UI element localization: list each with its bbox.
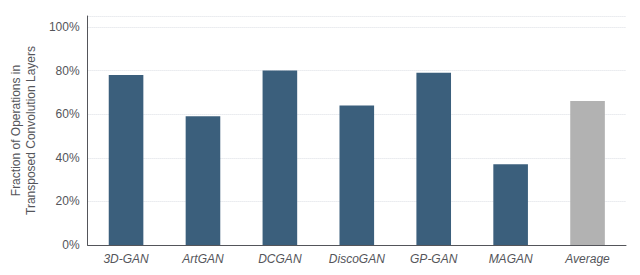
svg-text:20%: 20% bbox=[56, 194, 80, 208]
svg-text:40%: 40% bbox=[56, 151, 80, 165]
svg-text:MAGAN: MAGAN bbox=[489, 252, 533, 266]
svg-text:Fraction of Operations in: Fraction of Operations in bbox=[9, 65, 23, 196]
svg-text:GP-GAN: GP-GAN bbox=[410, 252, 458, 266]
svg-text:60%: 60% bbox=[56, 107, 80, 121]
svg-text:100%: 100% bbox=[49, 20, 80, 34]
svg-text:Average: Average bbox=[564, 252, 610, 266]
svg-text:DiscoGAN: DiscoGAN bbox=[329, 252, 385, 266]
svg-text:3D-GAN: 3D-GAN bbox=[103, 252, 149, 266]
svg-text:DCGAN: DCGAN bbox=[258, 252, 302, 266]
svg-text:80%: 80% bbox=[56, 64, 80, 78]
svg-text:ArtGAN: ArtGAN bbox=[181, 252, 224, 266]
svg-text:Transposed Convolution Layers: Transposed Convolution Layers bbox=[24, 46, 38, 215]
svg-text:0%: 0% bbox=[62, 238, 80, 252]
